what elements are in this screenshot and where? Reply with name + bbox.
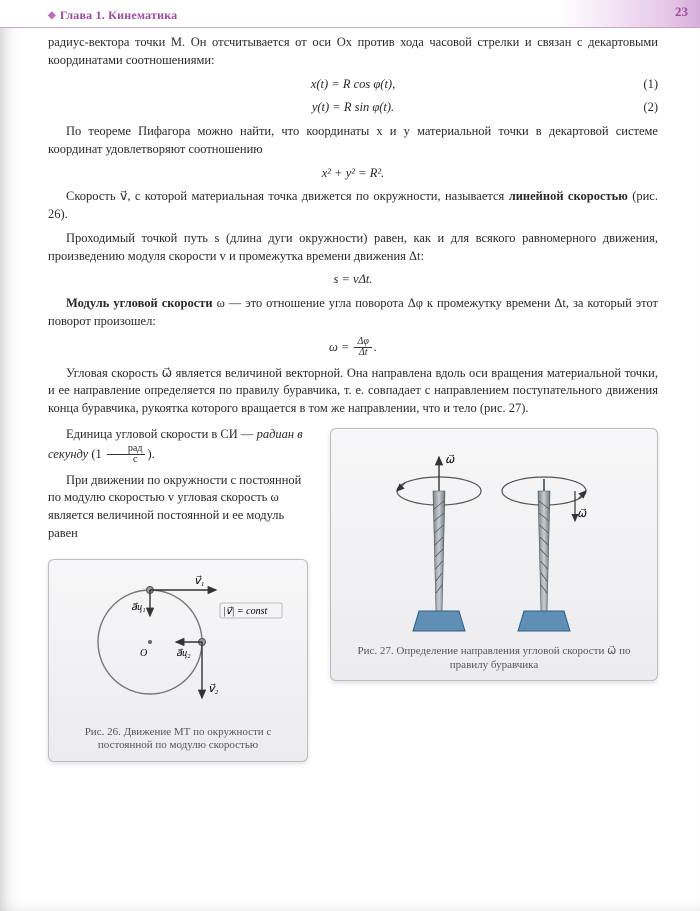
fig26-v2-label: v⃗₂ — [208, 683, 219, 695]
para-2: По теореме Пифагора можно найти, что коо… — [48, 123, 658, 159]
left-column: Единица угловой скорости в СИ — радиан в… — [48, 426, 308, 762]
equation-4: s = vΔt. — [48, 271, 658, 289]
eq2-body: y(t) = R sin φ(t). — [312, 100, 394, 114]
equation-1: x(t) = R cos φ(t), (1) — [48, 76, 658, 94]
fig26-v1-label: v⃗₁ — [194, 575, 205, 587]
eq1-body: x(t) = R cos φ(t), — [311, 77, 395, 91]
p7d-bot: с — [107, 455, 146, 466]
eq2-tag: (2) — [643, 99, 658, 117]
fig26-a1-label: a⃗ц₁ — [131, 602, 146, 613]
p7-frac: радс — [107, 444, 146, 466]
para-6: Угловая скорость ω⃗ является величиной в… — [48, 365, 658, 418]
para-8: При движении по окружности с постоянной … — [48, 472, 308, 543]
figures-row: Единица угловой скорости в СИ — радиан в… — [48, 426, 658, 762]
right-column: ω⃗ — [330, 426, 658, 682]
figure-27-caption: Рис. 27. Определение направления угловой… — [339, 645, 649, 673]
para-1: радиус-вектора точки M. Он отсчитывается… — [48, 34, 658, 70]
para-5: Модуль угловой скорости ω — это отношени… — [48, 295, 658, 331]
p5a: Модуль угловой скорости — [66, 296, 213, 310]
eq5-frac: ΔφΔt — [354, 337, 371, 359]
fig26-a2-label: a⃗ц₂ — [176, 648, 191, 659]
page: ◆ Глава 1. Кинематика 23 радиус-вектора т… — [0, 0, 700, 911]
equation-3: x² + y² = R². — [48, 165, 658, 183]
p7d-top: рад — [107, 444, 146, 456]
figure-27-svg: ω⃗ — [379, 439, 609, 639]
figure-26-box: v⃗₁ a⃗ц₁ a⃗ц₂ v⃗₂ O |v⃗| = const Рис. 26… — [48, 559, 308, 763]
page-number: 23 — [675, 4, 688, 20]
para-7: Единица угловой скорости в СИ — радиан в… — [48, 426, 308, 466]
eq1-tag: (1) — [643, 76, 658, 94]
bullet-icon: ◆ — [48, 10, 56, 21]
page-header: ◆ Глава 1. Кинематика 23 — [0, 0, 700, 28]
eq5-bot: Δt — [354, 348, 371, 359]
fig26-vconst-label: |v⃗| = const — [223, 606, 267, 617]
equation-2: y(t) = R sin φ(t). (2) — [48, 99, 658, 117]
p3b: линейной скоростью — [509, 189, 628, 203]
p7a: Единица угловой скорости в СИ — — [66, 427, 257, 441]
chapter-label-text: Глава 1. Кинематика — [60, 8, 177, 22]
p7e: ). — [147, 446, 154, 460]
fig26-O-label: O — [140, 648, 147, 659]
content-body: радиус-вектора точки M. Он отсчитывается… — [48, 34, 658, 762]
eq5-lhs: ω = — [329, 339, 353, 353]
figure-26-caption: Рис. 26. Движение МТ по окружности с пос… — [57, 726, 299, 754]
para-3: Скорость v⃗, с которой материальная точк… — [48, 188, 658, 224]
equation-5: ω = ΔφΔt. — [48, 337, 658, 359]
figure-27-box: ω⃗ — [330, 428, 658, 682]
figure-26-svg: v⃗₁ a⃗ц₁ a⃗ц₂ v⃗₂ O |v⃗| = const — [68, 570, 288, 720]
para-4: Проходимый точкой путь s (длина дуги окр… — [48, 230, 658, 266]
fig27-omega1-label: ω⃗ — [445, 454, 455, 466]
chapter-title: ◆ Глава 1. Кинематика — [48, 8, 177, 23]
fig27-omega2-label: ω⃗ — [577, 508, 587, 520]
p7c: (1 — [88, 446, 105, 460]
p3a: Скорость v⃗, с которой материальная точк… — [66, 189, 509, 203]
